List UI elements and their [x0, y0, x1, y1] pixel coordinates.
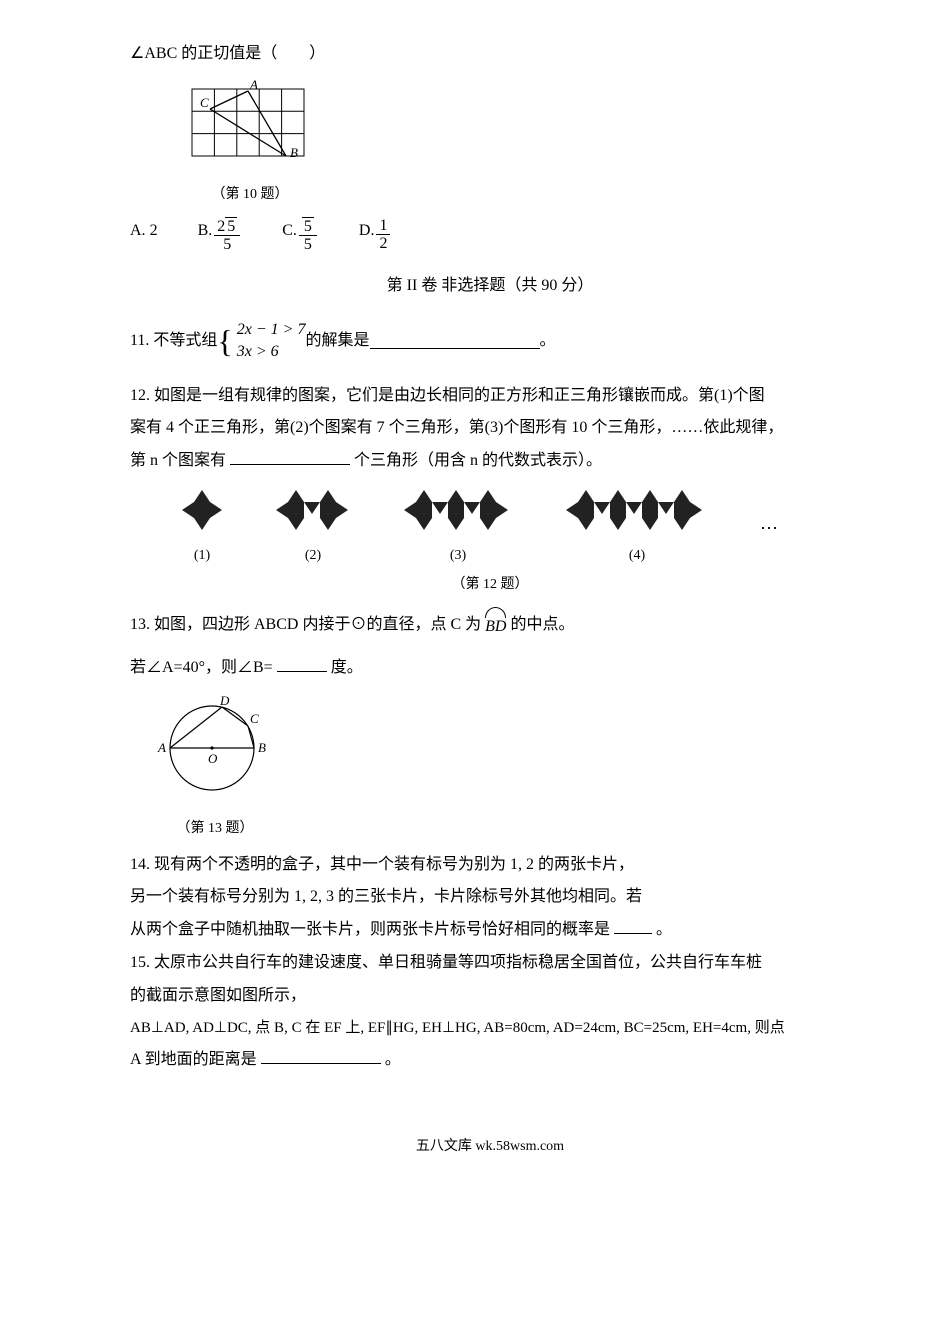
q12-stem3b: 个三角形（用含 n 的代数式表示）。 — [354, 452, 602, 469]
q12-label-1: (1) — [180, 543, 224, 568]
svg-text:A: A — [249, 79, 258, 92]
page-footer: 五八文库 wk.58wsm.com — [130, 1134, 850, 1159]
q13-line2: 若∠A=40°，则∠B= 度。 — [130, 654, 850, 683]
q13-blank — [277, 656, 327, 672]
q12-label-4: (4) — [564, 543, 710, 568]
q14-l2: 另一个装有标号分别为 1, 2, 3 的三张卡片，卡片除标号外其他均相同。若 — [130, 883, 850, 912]
q10-options: A. 2 B. 25 5 C. 5 5 D. 1 2 — [130, 217, 850, 254]
q13-stem: 13. 如图，四边形 ABCD 内接于⊙的直径，点 C 为 BD 的中点。 — [130, 605, 850, 640]
q12-stem2: 案有 4 个正三角形，第(2)个图案有 7 个三角形，第(3)个图形有 10 个… — [130, 414, 850, 443]
q12-stem3a: 第 n 个图案有 — [130, 452, 226, 469]
q10-figure: A C B （第 10 题） — [180, 79, 850, 207]
q10-opt-C-frac: 5 5 — [299, 217, 317, 254]
section-header: 第 II 卷 非选择题（共 90 分） — [130, 272, 850, 301]
q14-l3: 从两个盒子中随机抽取一张卡片，则两张卡片标号恰好相同的概率是 。 — [130, 916, 850, 945]
q15-l4a: A 到地面的距离是 — [130, 1051, 257, 1068]
q11-suffix: 。 — [540, 327, 556, 356]
q14-l3b: 。 — [656, 921, 672, 938]
q11-eq1: 2x − 1 > 7 — [237, 319, 306, 341]
q14-blank — [614, 918, 652, 934]
q11-equations: 2x − 1 > 7 3x > 6 — [237, 319, 306, 364]
q11-blank — [370, 333, 540, 349]
q13-line2-b: 度。 — [331, 659, 363, 676]
q11-mid: 的解集是 — [305, 327, 369, 356]
q10-grid-svg: A C B — [180, 79, 320, 169]
q10-opt-D: D. 1 2 — [359, 217, 393, 253]
q14-l1: 14. 现有两个不透明的盒子，其中一个装有标号为别为 1, 2 的两张卡片， — [130, 851, 850, 880]
svg-text:C: C — [200, 95, 209, 110]
q10-stem: ∠ABC 的正切值是（ ） — [130, 40, 850, 69]
q10-opt-B-frac: 25 5 — [214, 217, 240, 254]
q11: 11. 不等式组 { 2x − 1 > 7 3x > 6 的解集是 。 — [130, 319, 850, 364]
svg-text:A: A — [157, 740, 166, 755]
q13-stem-b: 的中点。 — [510, 616, 574, 633]
q15-l4b: 。 — [385, 1051, 401, 1068]
q12-stem3: 第 n 个图案有 个三角形（用含 n 的代数式表示）。 — [130, 447, 850, 476]
q12-pattern-2: (2) — [274, 488, 352, 568]
svg-text:B: B — [290, 145, 298, 160]
q11-prefix: 11. 不等式组 — [130, 327, 217, 356]
q15-l1: 15. 太原市公共自行车的建设速度、单日租骑量等四项指标稳居全国首位，公共自行车… — [130, 949, 850, 978]
q15-l2: 的截面示意图如图所示， — [130, 982, 850, 1011]
svg-text:B: B — [258, 740, 266, 755]
q12-pattern-3: (3) — [402, 488, 514, 568]
svg-text:C: C — [250, 711, 259, 726]
q10-opt-A-val: 2 — [150, 217, 158, 246]
q11-eq2: 3x > 6 — [237, 341, 306, 363]
q15-l3: AB⊥AD, AD⊥DC, 点 B, C 在 EF 上, EF∥HG, EH⊥H… — [130, 1015, 850, 1042]
svg-text:D: D — [219, 693, 230, 708]
q13-figure: A B C D O （第 13 题） — [150, 693, 850, 841]
q13-circle-svg: A B C D O — [150, 693, 280, 803]
q12-pattern-4: (4) — [564, 488, 710, 568]
q12-label-2: (2) — [274, 543, 352, 568]
q13-arc-bd: BD — [485, 607, 506, 642]
q12-dots: ⋯ — [760, 512, 778, 544]
q11-brace-group: { 2x − 1 > 7 3x > 6 — [217, 319, 305, 364]
q10-opt-D-frac: 1 2 — [376, 217, 390, 253]
q12-pattern-1: (1) — [180, 488, 224, 568]
q12-blank — [230, 449, 350, 465]
q13-line2-a: 若∠A=40°，则∠B= — [130, 659, 273, 676]
brace-icon: { — [217, 325, 232, 357]
q12-label-3: (3) — [402, 543, 514, 568]
q10-opt-A: A. 2 — [130, 217, 158, 246]
q10-opt-C: C. 5 5 — [282, 217, 319, 254]
q15-l4: A 到地面的距离是 。 — [130, 1046, 850, 1075]
q15-blank — [261, 1048, 381, 1064]
q10-caption: （第 10 题） — [180, 182, 320, 207]
q14-l3a: 从两个盒子中随机抽取一张卡片，则两张卡片标号恰好相同的概率是 — [130, 921, 610, 938]
q12-caption: （第 12 题） — [130, 572, 850, 597]
q13-caption: （第 13 题） — [150, 816, 280, 841]
q12-figure-row: (1) (2) (3) — [180, 488, 850, 568]
q13-stem-a: 13. 如图，四边形 ABCD 内接于⊙的直径，点 C 为 — [130, 616, 481, 633]
q12-stem1: 12. 如图是一组有规律的图案，它们是由边长相同的正方形和正三角形镶嵌而成。第(… — [130, 382, 850, 411]
q10-opt-B: B. 25 5 — [198, 217, 243, 254]
svg-text:O: O — [208, 751, 218, 766]
